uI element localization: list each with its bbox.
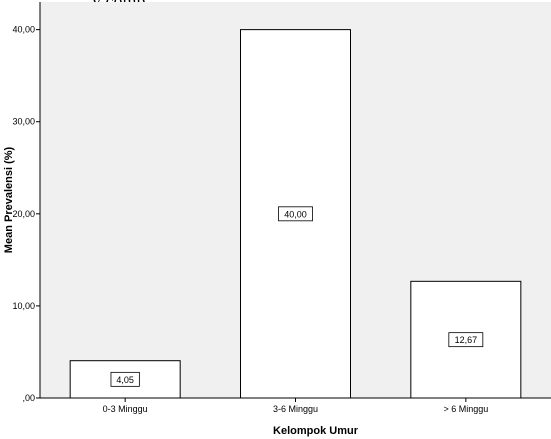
y-ticks-layer: ,00 10,00 20,00 30,00 40,00 xyxy=(12,25,40,403)
data-label-box-2 xyxy=(448,332,484,348)
data-label-box-1 xyxy=(278,206,313,222)
y-tick-label-2: 20,00 xyxy=(12,209,35,219)
x-axis-title: Kelompok Umur xyxy=(273,425,359,437)
y-tick-label-1: 10,00 xyxy=(12,301,35,311)
y-tick-label-0: ,00 xyxy=(22,393,35,403)
data-label-0: 4,05 xyxy=(116,375,134,385)
y-tick-label-4: 40,00 xyxy=(12,25,35,35)
x-tick-label-2: > 6 Minggu xyxy=(443,404,488,414)
x-ticks-layer: 0-3 Minggu 3-6 Minggu > 6 Minggu xyxy=(103,398,488,414)
data-label-box-0 xyxy=(110,371,140,387)
x-tick-label-0: 0-3 Minggu xyxy=(103,404,148,414)
y-axis-title: Mean Prevalensi (%) xyxy=(3,146,15,253)
x-tick-label-1: 3-6 Minggu xyxy=(273,404,318,414)
y-tick-label-3: 30,00 xyxy=(12,117,35,127)
data-label-2: 12,67 xyxy=(455,335,478,345)
data-labels-layer: 4,05 40,00 12,67 xyxy=(110,206,484,387)
data-label-1: 40,00 xyxy=(284,209,307,219)
